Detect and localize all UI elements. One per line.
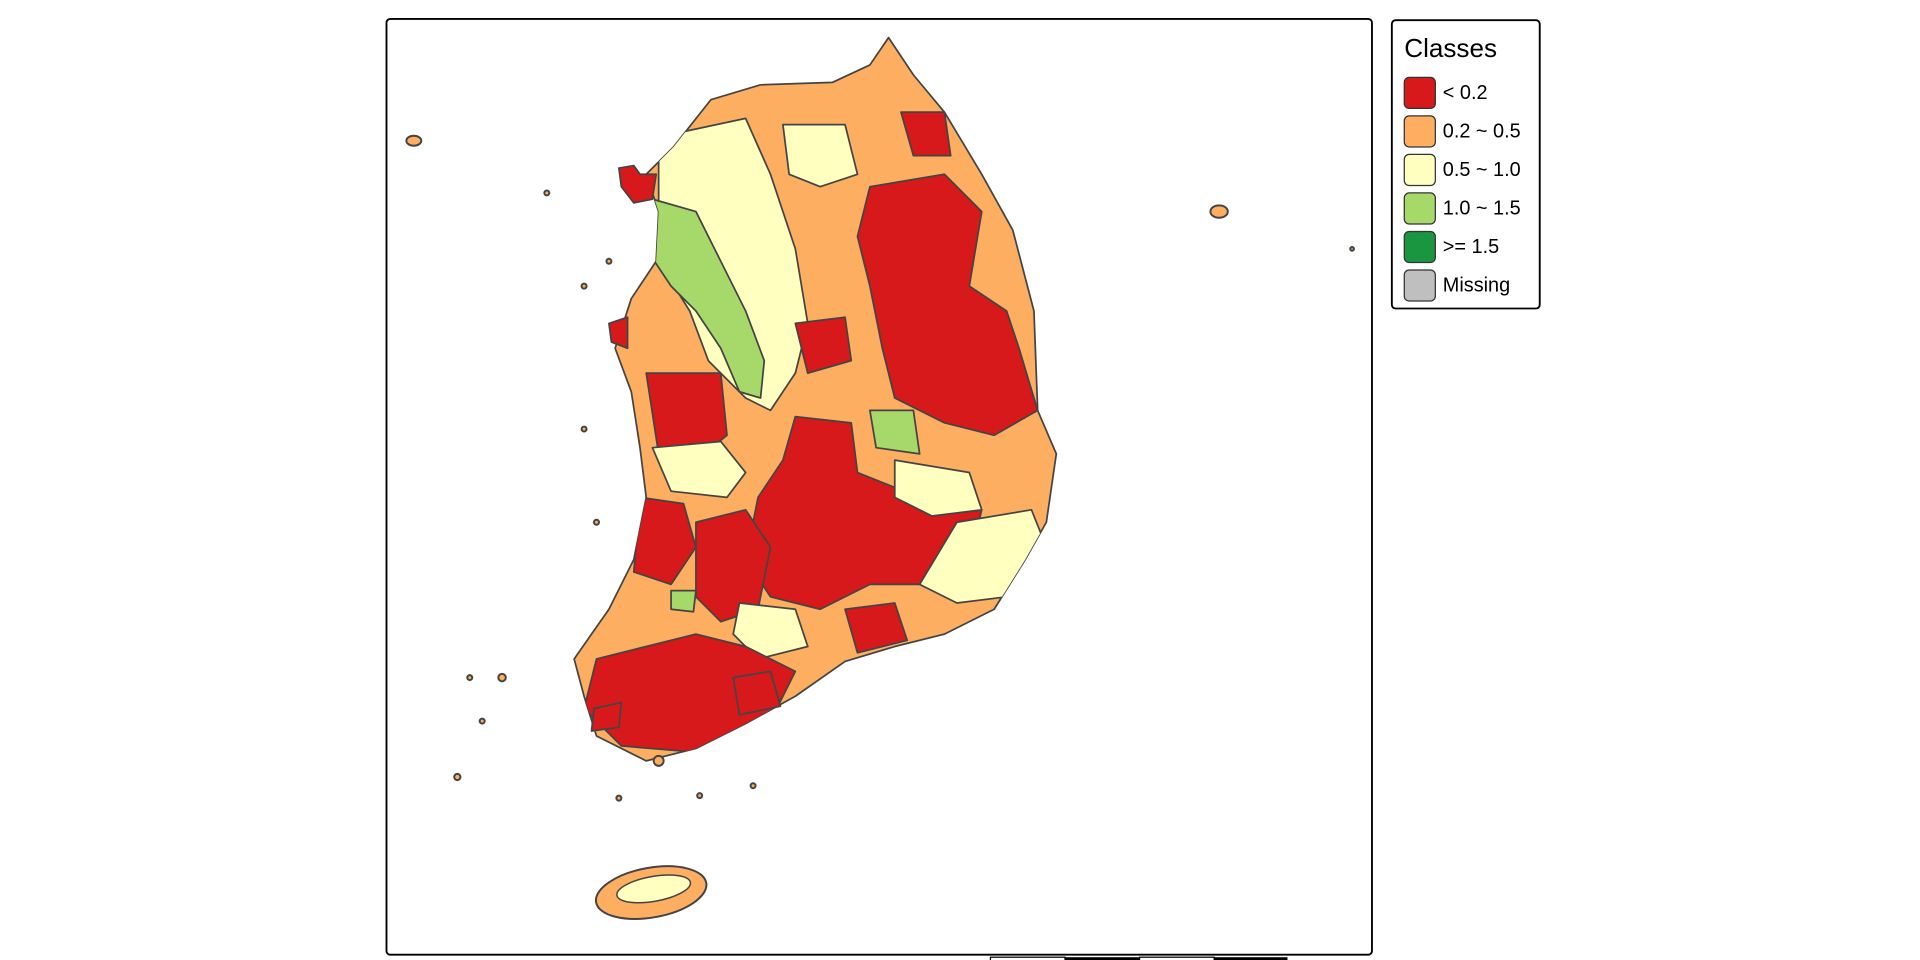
legend-swatch	[1403, 115, 1436, 148]
legend-label: >= 1.5	[1443, 236, 1499, 258]
legend-swatch	[1403, 76, 1436, 110]
legend-title: Classes	[1404, 33, 1497, 63]
legend-swatch	[1403, 230, 1436, 264]
legend: Classes < 0.2 0.2 ~ 0.5 0.5 ~ 1.0 1.0 ~ 1.5…	[1390, 19, 1541, 310]
scale-bar	[989, 956, 1288, 960]
legend-label: 1.0 ~ 1.5	[1443, 197, 1521, 219]
legend-label: 0.2 ~ 0.5	[1443, 120, 1521, 142]
legend-label: < 0.2	[1443, 82, 1488, 104]
legend-swatch	[1403, 192, 1436, 225]
legend-label: Missing	[1443, 274, 1510, 296]
legend-swatch	[1403, 269, 1436, 302]
mainland	[573, 36, 1058, 762]
islands	[405, 134, 1355, 920]
legend-label: 0.5 ~ 1.0	[1443, 159, 1521, 181]
legend-swatch	[1403, 153, 1436, 187]
